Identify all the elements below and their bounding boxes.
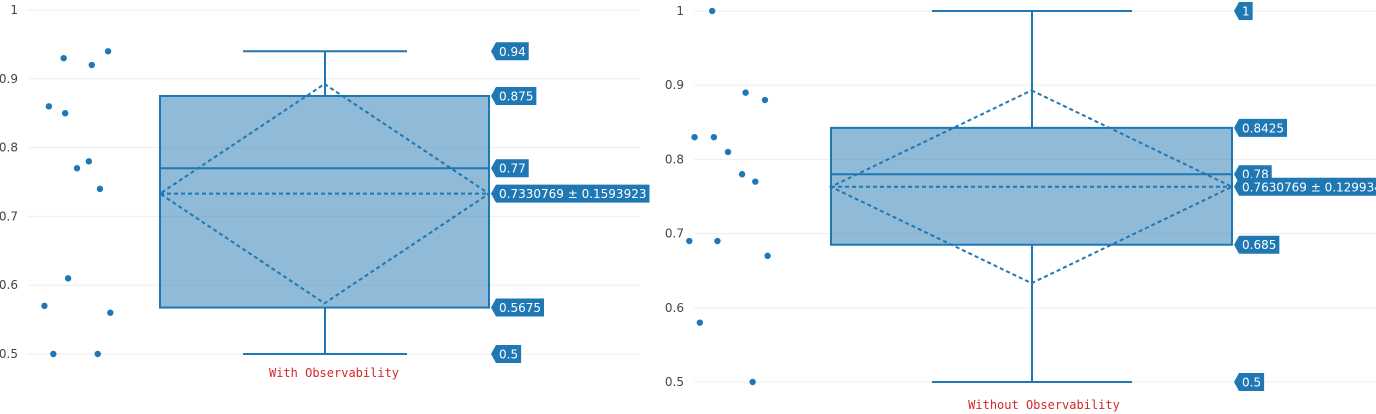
q3-label-text: 0.875	[499, 90, 533, 104]
data-point	[742, 89, 749, 96]
y-tick-label: 0.7	[665, 227, 684, 241]
data-point	[88, 61, 96, 69]
min-label: 0.5	[1234, 373, 1265, 391]
q3-label: 0.8425	[1234, 118, 1287, 137]
q3-label-text: 0.8425	[1242, 121, 1284, 135]
y-tick-label: 0.7	[0, 209, 18, 223]
max-label-text: 0.94	[499, 45, 526, 59]
mean-sd-label-bg	[1234, 177, 1376, 196]
max-label-text: 1	[1242, 5, 1250, 19]
mean-sd-label-text: 0.7630769 ± 0.129934	[1242, 180, 1376, 194]
data-point	[45, 103, 53, 110]
data-point	[94, 350, 101, 358]
data-point	[696, 319, 704, 326]
min-label: 0.5	[491, 345, 522, 363]
data-point	[764, 252, 771, 260]
y-tick-label: 1	[676, 4, 684, 18]
mean-sd-label: 0.7630769 ± 0.129934	[1234, 177, 1376, 196]
q3-label-bg	[1234, 118, 1287, 137]
max-label-bg	[1234, 2, 1253, 20]
q3-label: 0.875	[491, 87, 537, 105]
mean-sd-label-text: 0.7330769 ± 0.1593923	[499, 187, 646, 201]
data-point	[73, 165, 81, 172]
y-tick-label: 0.5	[0, 347, 18, 361]
data-point	[104, 48, 112, 55]
max-label: 1	[1234, 2, 1253, 20]
mean-sd-label: 0.7330769 ± 0.1593923	[491, 184, 650, 203]
mean-sd-label-bg	[491, 184, 650, 203]
q1-label-text: 0.5675	[499, 301, 541, 315]
x-axis-label: With Observability	[269, 366, 399, 380]
max-label-bg	[491, 42, 529, 61]
data-point	[686, 237, 693, 245]
data-point	[691, 133, 698, 141]
data-point	[96, 185, 104, 193]
data-point	[107, 309, 114, 316]
sd-diamond	[828, 89, 1235, 285]
q1-label: 0.5675	[491, 298, 544, 317]
data-point	[724, 148, 732, 156]
median-label: 0.77	[491, 159, 529, 178]
max-label: 0.94	[491, 42, 529, 61]
box-iqr	[830, 126, 1233, 246]
q1-label-bg	[1234, 235, 1280, 254]
y-tick-label: 0.8	[665, 152, 684, 166]
sd-diamond	[158, 82, 491, 305]
q1-label-bg	[491, 298, 544, 317]
y-tick-label: 0.5	[665, 375, 684, 389]
data-point	[85, 158, 93, 165]
data-point	[752, 178, 759, 185]
y-tick-label: 0.9	[0, 72, 18, 86]
data-point	[710, 133, 718, 141]
y-tick-label: 0.8	[0, 141, 18, 155]
data-point	[61, 110, 69, 117]
y-tick-label: 0.6	[0, 278, 18, 292]
median-label-bg	[491, 159, 529, 178]
data-point	[714, 237, 721, 245]
box-plot-with-observability: 0.5 0.6 0.7 0.8 0.9 1 0.94 0.875 0.77 0.7330769 ±…	[0, 3, 650, 380]
data-point	[749, 378, 756, 386]
x-axis-label: Without Observability	[968, 398, 1120, 412]
q1-label-text: 0.685	[1242, 238, 1276, 252]
q3-label-bg	[491, 87, 537, 105]
data-point	[60, 54, 67, 62]
y-tick-label: 0.6	[665, 301, 684, 315]
median-label-text: 0.77	[499, 162, 526, 176]
box-iqr	[159, 95, 490, 309]
data-point	[64, 275, 72, 282]
q1-label: 0.685	[1234, 235, 1280, 254]
y-tick-label: 0.9	[665, 78, 684, 92]
data-point	[708, 7, 716, 15]
min-label-text: 0.5	[1242, 376, 1261, 390]
y-tick-label: 1	[10, 3, 18, 17]
min-label-bg	[1234, 373, 1265, 391]
data-point	[50, 350, 57, 358]
data-point	[761, 96, 769, 104]
data-point	[738, 171, 746, 178]
min-label-bg	[491, 345, 522, 363]
data-point	[41, 302, 48, 310]
min-label-text: 0.5	[499, 348, 518, 362]
